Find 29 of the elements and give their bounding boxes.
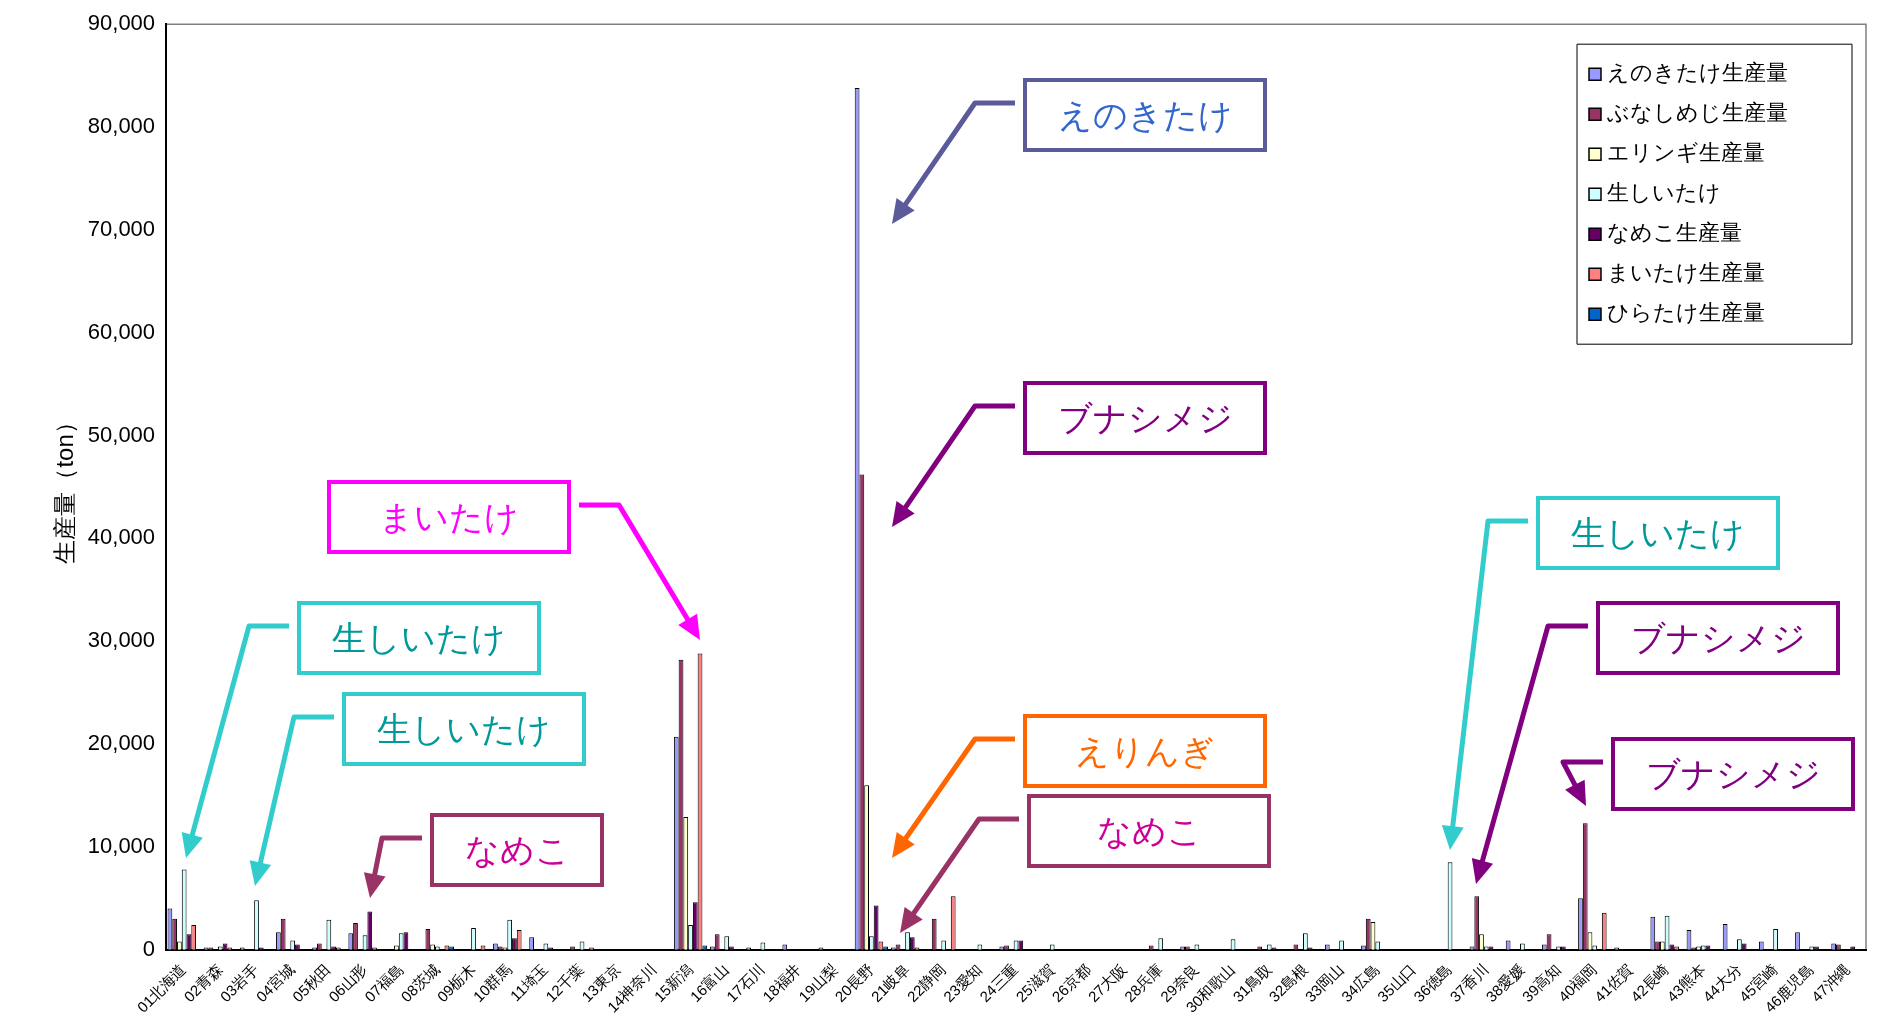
annotation: ブナシメジ: [1630, 619, 1806, 657]
annotation: なめこ: [464, 831, 570, 869]
legend-label: まいたけ生産量: [1607, 260, 1765, 286]
annotation: 生しいたけ: [1571, 514, 1745, 552]
annotation: ブナシメジ: [1057, 399, 1233, 437]
legend-label: えのきたけ生産量: [1607, 60, 1788, 86]
y-axis-title: 生産量（ton）: [51, 410, 79, 564]
annotation: ブナシメジ: [1645, 755, 1821, 793]
y-tick-label: 0: [142, 935, 156, 961]
legend-label: 生しいたけ: [1607, 180, 1721, 206]
annotation: 生しいたけ: [332, 619, 506, 657]
annotation: なめこ: [1096, 812, 1202, 850]
annotation: えのきたけ: [1057, 96, 1233, 134]
y-tick-label: 40,000: [87, 524, 156, 550]
y-tick-label: 50,000: [87, 421, 156, 447]
legend-label: エリンギ生産量: [1607, 140, 1765, 166]
annotation: 生しいたけ: [377, 710, 551, 748]
legend-label: ひらたけ生産量: [1607, 300, 1765, 326]
y-tick-label: 90,000: [87, 10, 156, 36]
annotation: まいたけ: [379, 498, 519, 536]
y-tick-label: 60,000: [87, 318, 156, 344]
y-tick-label: 70,000: [87, 215, 156, 241]
y-tick-label: 30,000: [87, 627, 156, 653]
y-tick-label: 20,000: [87, 730, 156, 756]
y-tick-label: 80,000: [87, 113, 156, 139]
legend-label: ぶなしめじ生産量: [1607, 100, 1788, 126]
y-tick-label: 10,000: [87, 832, 156, 858]
annotation: えりんぎ: [1075, 732, 1215, 770]
legend-label: なめこ生産量: [1607, 220, 1742, 246]
